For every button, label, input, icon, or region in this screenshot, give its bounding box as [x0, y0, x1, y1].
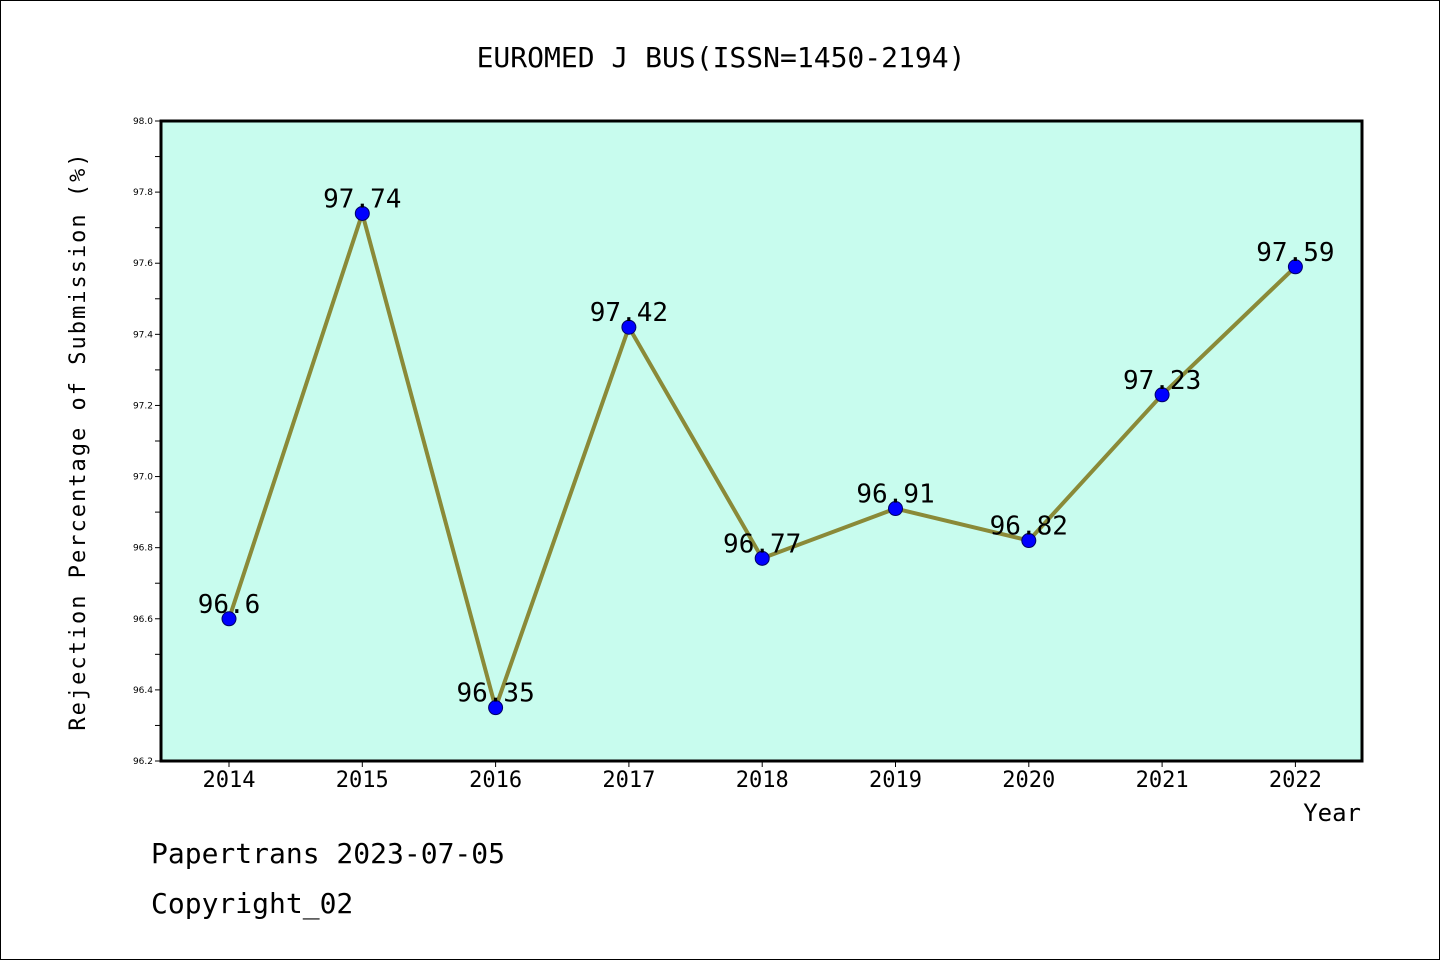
footer-date-text: Papertrans 2023-07-05 [151, 837, 506, 870]
data-point [1287, 259, 1303, 275]
y-tick-label: 96.6 [133, 615, 153, 625]
data-label: 96.77 [723, 529, 801, 559]
y-tick-label: 97.0 [133, 473, 153, 483]
y-tick-label: 97.2 [133, 401, 153, 411]
y-tick-label: 98.0 [133, 117, 153, 127]
x-tick-label: 2017 [602, 768, 655, 793]
x-tick-label: 2016 [469, 768, 522, 793]
data-point [1154, 387, 1170, 403]
x-tick-label: 2022 [1269, 768, 1322, 793]
data-point [221, 611, 237, 627]
footer-copyright-text: Copyright_02 [151, 887, 354, 920]
data-point [1021, 533, 1037, 549]
x-tick-label: 2020 [1002, 768, 1055, 793]
plot-area [159, 119, 1364, 763]
data-label: 97.23 [1123, 366, 1201, 396]
data-point [488, 700, 504, 716]
data-point [621, 319, 637, 335]
y-tick-label: 96.2 [133, 757, 153, 767]
data-label: 96.82 [990, 512, 1068, 542]
data-label: 96.6 [198, 590, 261, 620]
chart-title: EUROMED J BUS(ISSN=1450-2194) [477, 41, 966, 74]
y-tick-label: 96.8 [133, 544, 153, 554]
data-label: 97.74 [323, 184, 401, 214]
data-point [754, 550, 770, 566]
y-axis: 96.2 96.4 96.6 96.8 97.0 97.2 97.4 97.6 97.8 98.0 [133, 117, 161, 767]
data-label: 96.91 [856, 480, 934, 510]
data-labels: 96.6 97.74 96.35 97.42 96.77 96.91 96.82 97.23 9… [198, 184, 1335, 708]
x-axis: 2014 2015 2016 2017 2018 2019 2020 2021 2022 [203, 761, 1322, 793]
x-tick-label: 2019 [869, 768, 922, 793]
data-label: 97.59 [1256, 238, 1334, 268]
x-tick-label: 2021 [1136, 768, 1189, 793]
x-tick-label: 2018 [736, 768, 789, 793]
y-axis-title: Rejection Percentage of Submission (%) [66, 151, 91, 730]
data-point [354, 205, 370, 221]
x-tick-label: 2014 [203, 768, 256, 793]
x-axis-title: Year [1303, 799, 1361, 827]
data-point [888, 501, 903, 517]
y-tick-label: 96.4 [133, 686, 153, 696]
y-tick-label: 97.8 [133, 188, 153, 198]
data-label: 97.42 [590, 298, 668, 328]
data-label: 96.35 [456, 679, 534, 709]
y-tick-label: 97.4 [133, 330, 153, 340]
series [221, 205, 1303, 716]
y-tick-label: 97.6 [133, 259, 153, 269]
x-tick-label: 2015 [336, 768, 389, 793]
